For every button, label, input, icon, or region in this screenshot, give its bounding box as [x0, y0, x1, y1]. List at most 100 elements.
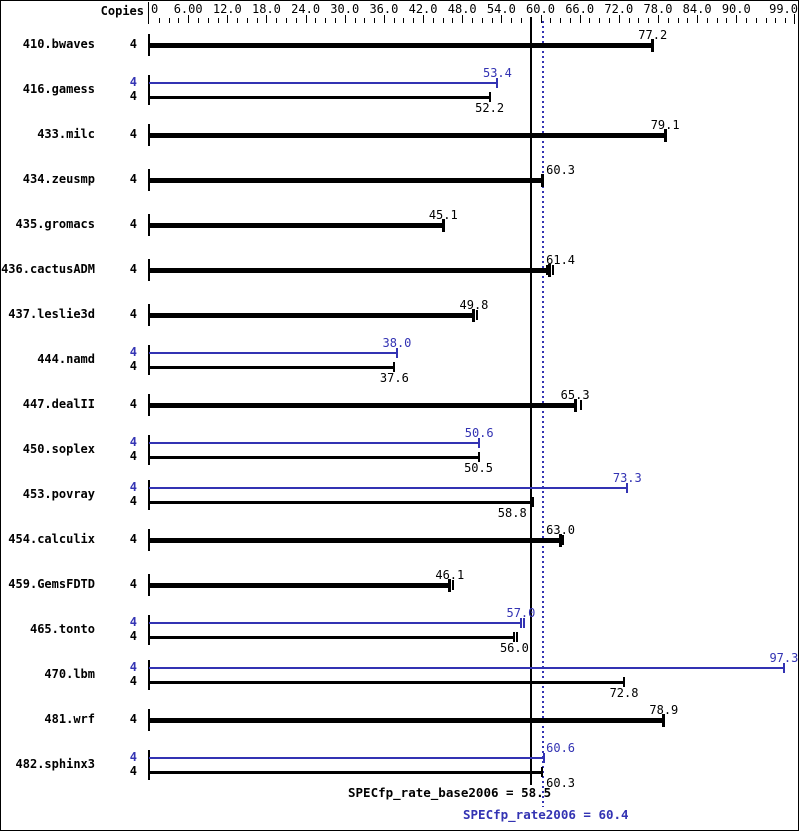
base-bar: [149, 267, 550, 273]
benchmark-label: 435.gromacs: [15, 217, 95, 231]
copies-value: 4: [129, 480, 137, 494]
axis-minor-tick: [687, 18, 689, 23]
axis-minor-tick: [677, 18, 679, 23]
bar-end-terminal: [472, 308, 476, 322]
copies-value: 4: [129, 172, 137, 186]
bar-end-terminal: [519, 618, 522, 628]
base-bar: [149, 132, 666, 138]
axis-end-tick: [794, 14, 795, 24]
copies-value: 4: [129, 262, 137, 276]
axis-tick-label: 12.0: [212, 2, 242, 16]
value-label: 49.8: [459, 298, 489, 312]
axis-minor-tick: [178, 18, 180, 23]
axis-minor-tick: [481, 18, 483, 23]
base-bar: [149, 177, 543, 183]
bar-end-terminal: [626, 483, 629, 493]
axis-minor-tick: [393, 18, 395, 23]
axis-minor-tick: [550, 18, 552, 23]
axis-minor-tick: [295, 18, 297, 23]
axis-major-tick: [501, 15, 503, 23]
reference-line-peak: [542, 21, 545, 807]
axis-minor-tick: [403, 18, 405, 23]
axis-major-tick: [618, 15, 620, 23]
value-label: 65.3: [560, 388, 590, 402]
bar-end-terminal: [496, 78, 499, 88]
base-bar: [149, 537, 561, 543]
benchmark-label: 416.gamess: [22, 82, 95, 96]
benchmark-label: 433.milc: [37, 127, 95, 141]
axis-minor-tick: [354, 18, 356, 23]
peak-bar: [149, 667, 784, 669]
copies-value: 4: [129, 435, 137, 449]
bar-start-line: [148, 75, 150, 105]
axis-minor-tick: [785, 18, 787, 23]
axis-minor-tick: [648, 18, 650, 23]
axis-major-tick: [657, 15, 659, 23]
peak-bar: [149, 622, 521, 624]
axis-minor-tick: [256, 18, 258, 23]
axis-tick-label: 0: [151, 2, 159, 16]
copies-value: 4: [129, 217, 137, 231]
bar-start-line: [148, 615, 150, 645]
axis-minor-tick: [246, 18, 248, 23]
bar-end-terminal: [663, 128, 667, 142]
value-label: 58.8: [497, 506, 527, 520]
run-mark: [545, 265, 548, 275]
base-bar: [149, 312, 474, 318]
axis-major-tick: [305, 15, 307, 23]
value-label: 60.6: [546, 741, 576, 755]
axis-start-line: [148, 2, 149, 24]
bar-end-terminal: [662, 713, 666, 727]
run-mark: [522, 618, 525, 628]
bar-end-terminal: [531, 497, 534, 507]
axis-tick-label: 72.0: [604, 2, 634, 16]
value-label: 72.8: [609, 686, 639, 700]
benchmark-label: 437.leslie3d: [8, 307, 95, 321]
axis-minor-tick: [667, 18, 669, 23]
bar-end-terminal: [513, 632, 516, 642]
axis-minor-tick: [217, 18, 219, 23]
bar-end-terminal: [540, 173, 544, 187]
value-label: 38.0: [382, 336, 412, 350]
benchmark-label: 434.zeusmp: [22, 172, 95, 186]
benchmark-label: 465.tonto: [29, 622, 95, 636]
axis-minor-tick: [511, 18, 513, 23]
axis-tick-label: 54.0: [486, 2, 516, 16]
value-label: 78.9: [649, 703, 679, 717]
axis-minor-tick: [726, 18, 728, 23]
axis-minor-tick: [560, 18, 562, 23]
axis-tick-label: 24.0: [291, 2, 321, 16]
axis-major-tick: [266, 15, 268, 23]
benchmark-label: 454.calculix: [8, 532, 95, 546]
benchmark-label: 447.dealII: [22, 397, 95, 411]
axis-minor-tick: [491, 18, 493, 23]
bar-end-terminal: [395, 348, 398, 358]
copies-value: 4: [129, 494, 137, 508]
axis-tick-label: 99.0: [769, 2, 798, 16]
value-label: 50.5: [464, 461, 493, 475]
run-mark: [451, 580, 454, 590]
bar-end-terminal: [558, 533, 562, 547]
axis-minor-tick: [472, 18, 473, 23]
copies-value: 4: [129, 750, 137, 764]
peak-bar: [149, 487, 628, 489]
benchmark-label: 459.GemsFDTD: [8, 577, 95, 591]
axis-tick-label: 42.0: [408, 2, 438, 16]
bar-end-terminal: [573, 398, 577, 412]
axis-minor-tick: [638, 18, 640, 23]
axis-minor-tick: [207, 18, 209, 23]
value-label: 37.6: [379, 371, 409, 385]
bar-end-terminal: [548, 263, 552, 277]
base-bar: [149, 365, 395, 369]
axis-minor-tick: [775, 18, 777, 23]
axis-major-tick: [188, 15, 190, 23]
bar-end-terminal: [623, 677, 626, 687]
value-label: 79.1: [650, 118, 680, 132]
run-mark: [475, 310, 478, 320]
value-label: 56.0: [499, 641, 529, 655]
value-label: 61.4: [546, 253, 576, 267]
copies-value: 4: [129, 127, 137, 141]
run-mark: [562, 535, 565, 545]
axis-major-tick: [540, 15, 542, 23]
